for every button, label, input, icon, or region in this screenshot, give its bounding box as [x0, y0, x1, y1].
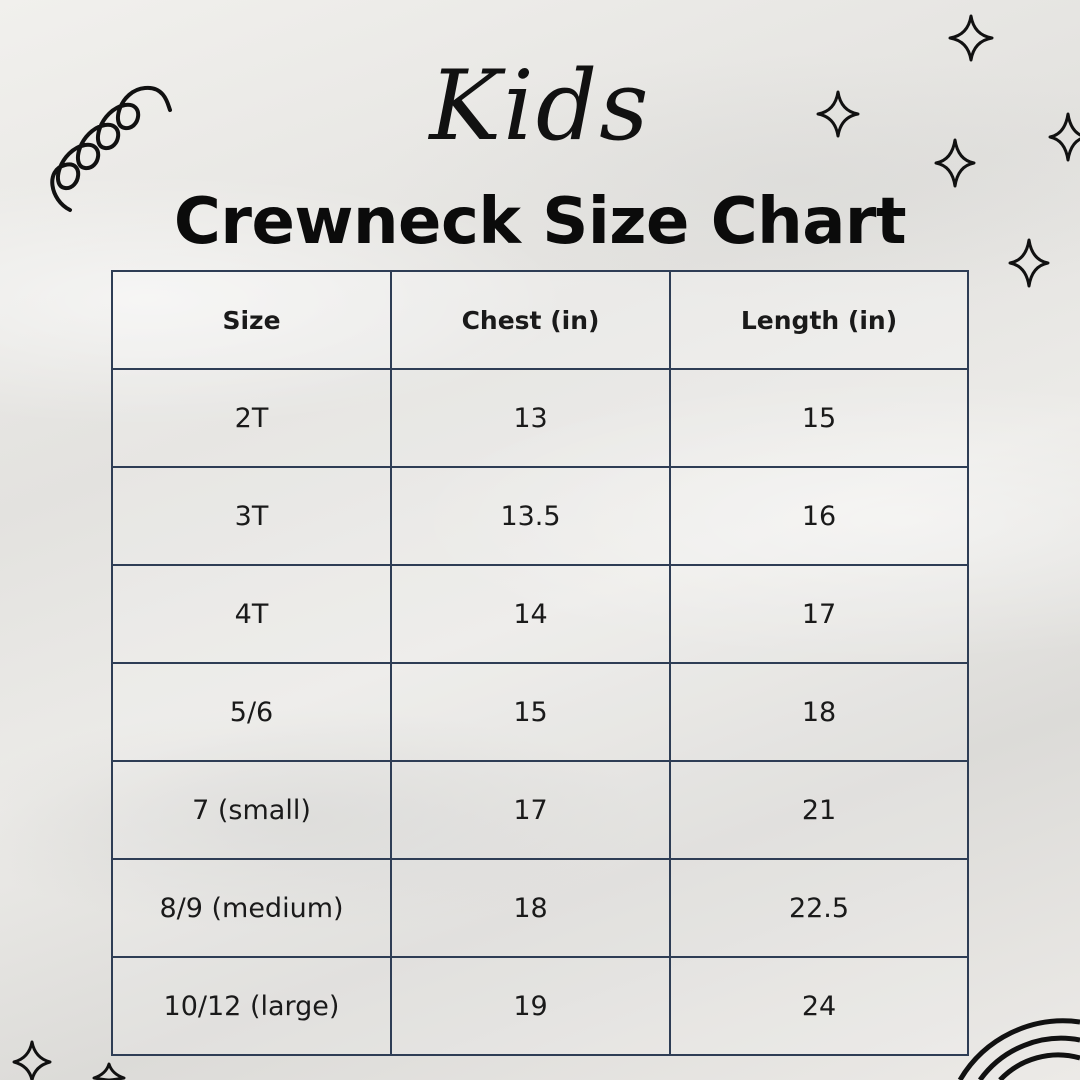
cell-length: 17 — [669, 564, 969, 664]
table-row: 10/12 (large) 19 24 — [111, 956, 969, 1056]
cell-chest: 18 — [390, 858, 671, 958]
table-row: 3T 13.5 16 — [111, 466, 969, 566]
table-header-row: Size Chest (in) Length (in) — [111, 270, 969, 370]
column-header-length: Length (in) — [669, 270, 969, 370]
table-row: 4T 14 17 — [111, 564, 969, 664]
cell-chest: 17 — [390, 760, 671, 860]
table-row: 8/9 (medium) 18 22.5 — [111, 858, 969, 958]
cell-length: 24 — [669, 956, 969, 1056]
size-chart-table: Size Chest (in) Length (in) 2T 13 15 3T … — [111, 270, 969, 1056]
column-header-chest: Chest (in) — [390, 270, 671, 370]
cell-chest: 14 — [390, 564, 671, 664]
rainbow-arc-icon — [957, 1018, 1080, 1080]
cell-size: 7 (small) — [111, 760, 392, 860]
cell-length: 16 — [669, 466, 969, 566]
sparkle-icon — [92, 1062, 126, 1080]
cell-chest: 13 — [390, 368, 671, 468]
script-title: Kids — [429, 50, 651, 162]
cell-length: 18 — [669, 662, 969, 762]
sparkle-icon — [1008, 238, 1050, 288]
cell-size: 2T — [111, 368, 392, 468]
table-row: 2T 13 15 — [111, 368, 969, 468]
cell-size: 8/9 (medium) — [111, 858, 392, 958]
cell-size: 3T — [111, 466, 392, 566]
sparkle-icon — [1048, 112, 1080, 162]
cell-size: 10/12 (large) — [111, 956, 392, 1056]
squiggle-icon — [50, 85, 172, 212]
cell-chest: 15 — [390, 662, 671, 762]
cell-size: 4T — [111, 564, 392, 664]
page-title: Crewneck Size Chart — [173, 185, 907, 259]
cell-length: 22.5 — [669, 858, 969, 958]
sparkle-icon — [816, 90, 860, 138]
table-row: 5/6 15 18 — [111, 662, 969, 762]
sparkle-icon — [12, 1040, 52, 1080]
column-header-size: Size — [111, 270, 392, 370]
cell-length: 21 — [669, 760, 969, 860]
cell-length: 15 — [669, 368, 969, 468]
table-row: 7 (small) 17 21 — [111, 760, 969, 860]
sparkle-icon — [934, 138, 976, 188]
sparkle-icon — [948, 14, 994, 62]
cell-chest: 13.5 — [390, 466, 671, 566]
cell-chest: 19 — [390, 956, 671, 1056]
cell-size: 5/6 — [111, 662, 392, 762]
